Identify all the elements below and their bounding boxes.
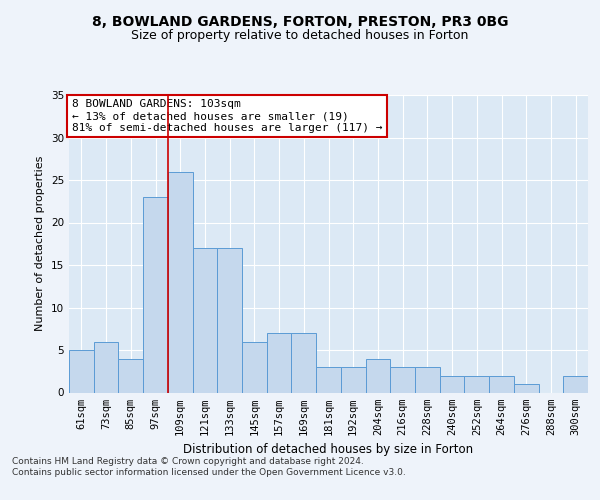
Bar [168,172,193,392]
Text: 8 BOWLAND GARDENS: 103sqm
← 13% of detached houses are smaller (19)
81% of semi-: 8 BOWLAND GARDENS: 103sqm ← 13% of detac… [71,100,382,132]
Text: Contains HM Land Registry data © Crown copyright and database right 2024.
Contai: Contains HM Land Registry data © Crown c… [12,458,406,477]
Bar [292,333,316,392]
Bar [267,333,292,392]
Bar [242,342,267,392]
Bar [94,342,118,392]
Bar [464,376,489,392]
Bar [390,367,415,392]
Bar [118,358,143,392]
Bar [365,358,390,392]
Bar [69,350,94,393]
Bar [415,367,440,392]
Bar [563,376,588,392]
Bar [193,248,217,392]
Text: 8, BOWLAND GARDENS, FORTON, PRESTON, PR3 0BG: 8, BOWLAND GARDENS, FORTON, PRESTON, PR3… [92,16,508,30]
Bar [489,376,514,392]
Text: Size of property relative to detached houses in Forton: Size of property relative to detached ho… [131,28,469,42]
Bar [514,384,539,392]
Bar [217,248,242,392]
X-axis label: Distribution of detached houses by size in Forton: Distribution of detached houses by size … [184,443,473,456]
Bar [316,367,341,392]
Bar [143,197,168,392]
Y-axis label: Number of detached properties: Number of detached properties [35,156,46,332]
Bar [341,367,365,392]
Bar [440,376,464,392]
